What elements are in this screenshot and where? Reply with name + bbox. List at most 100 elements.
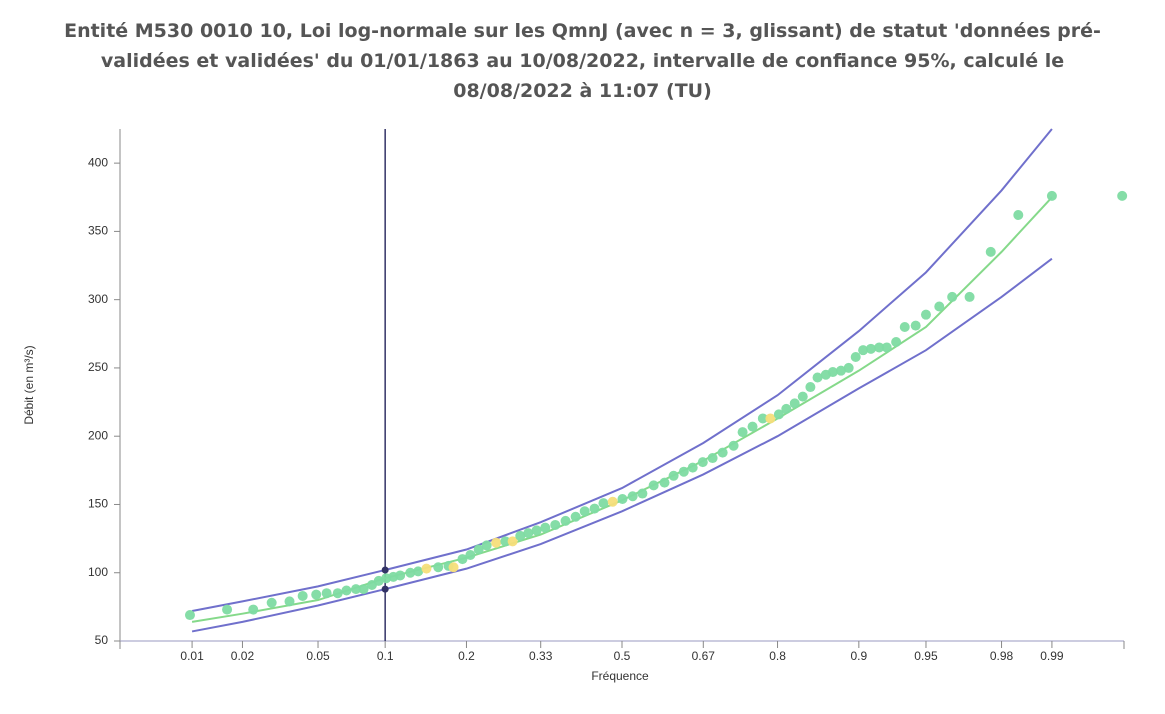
data-point (579, 506, 590, 517)
curve (191, 196, 1053, 623)
data-point (858, 345, 869, 356)
data-point (395, 570, 406, 581)
data-point (627, 491, 638, 502)
data-point (637, 488, 648, 499)
x-tick-label: 0.8 (769, 649, 786, 663)
data-point (448, 562, 459, 573)
data-point (812, 372, 823, 383)
data-point (297, 590, 308, 601)
data-point (500, 536, 511, 547)
data-point (433, 562, 444, 573)
data-point (843, 362, 854, 373)
data-point (687, 462, 698, 473)
data-point (934, 301, 945, 312)
data-point (607, 496, 618, 507)
data-point (350, 584, 361, 595)
data-point (737, 427, 748, 438)
data-point (865, 343, 876, 354)
x-tick-label: 0.98 (990, 649, 1014, 663)
y-tick-label: 50 (95, 633, 109, 647)
y-tick-label: 200 (88, 428, 108, 442)
data-point (332, 588, 343, 599)
data-point (747, 421, 758, 432)
data-point (850, 352, 861, 363)
data-point (540, 522, 551, 533)
y-tick-label: 100 (88, 565, 108, 579)
x-tick-label: 0.5 (614, 649, 631, 663)
x-tick-label: 0.05 (306, 649, 330, 663)
data-point (678, 466, 689, 477)
data-point (697, 457, 708, 468)
x-tick-label: 0.01 (180, 649, 204, 663)
data-point (781, 403, 792, 414)
data-point (481, 540, 492, 551)
data-point (570, 511, 581, 522)
y-tick-label: 300 (88, 292, 108, 306)
data-point (321, 588, 332, 599)
data-point (248, 604, 259, 615)
x-tick-label: 0.02 (231, 649, 255, 663)
data-point (1117, 190, 1128, 201)
crosshair-marker (381, 566, 389, 574)
x-tick-label: 0.9 (850, 649, 867, 663)
data-point (222, 604, 233, 615)
x-tick-label: 0.67 (692, 649, 716, 663)
data-point (1046, 190, 1057, 201)
data-point (765, 413, 776, 424)
data-point (773, 409, 784, 420)
data-point (405, 567, 416, 578)
y-tick-label: 150 (88, 497, 108, 511)
y-tick-label: 250 (88, 360, 108, 374)
data-point (805, 382, 816, 393)
data-point (457, 554, 468, 565)
curve (191, 257, 1053, 633)
y-tick-label: 350 (88, 224, 108, 238)
x-tick-label: 0.33 (529, 649, 553, 663)
data-point (728, 440, 739, 451)
data-point (266, 597, 277, 608)
data-point (757, 413, 768, 424)
data-point (617, 494, 628, 505)
data-point (358, 584, 369, 595)
data-point (789, 398, 800, 409)
y-tick-label: 400 (88, 155, 108, 169)
x-tick-label: 0.1 (377, 649, 394, 663)
data-point (891, 336, 902, 347)
data-point (881, 342, 892, 353)
data-point (717, 447, 728, 458)
data-point (560, 515, 571, 526)
data-point (920, 309, 931, 320)
data-point (910, 320, 921, 331)
data-point (598, 498, 609, 509)
data-point (311, 589, 322, 600)
data-point (473, 544, 484, 555)
crosshair-marker (381, 585, 389, 593)
data-point (515, 530, 526, 541)
data-point (899, 321, 910, 332)
y-axis-label: Débit (en m³/s) (22, 345, 36, 424)
data-point (491, 537, 502, 548)
x-tick-label: 0.95 (914, 649, 938, 663)
data-point (659, 477, 670, 488)
data-point (964, 291, 975, 302)
data-point (523, 528, 534, 539)
data-point (284, 596, 295, 607)
data-point (1013, 210, 1024, 221)
data-point (413, 566, 424, 577)
data-point (668, 470, 679, 481)
data-point (589, 503, 600, 514)
data-point (507, 536, 518, 547)
data-point (550, 519, 561, 530)
data-point (797, 391, 808, 402)
data-point (827, 367, 838, 378)
data-point (874, 342, 885, 353)
data-point (465, 549, 476, 560)
data-point (947, 291, 958, 302)
data-point (836, 365, 847, 376)
data-point (985, 246, 996, 257)
curve (191, 128, 1053, 612)
x-tick-label: 0.2 (458, 649, 475, 663)
chart-title: Entité M530 0010 10, Loi log-normale sur… (64, 20, 1101, 102)
